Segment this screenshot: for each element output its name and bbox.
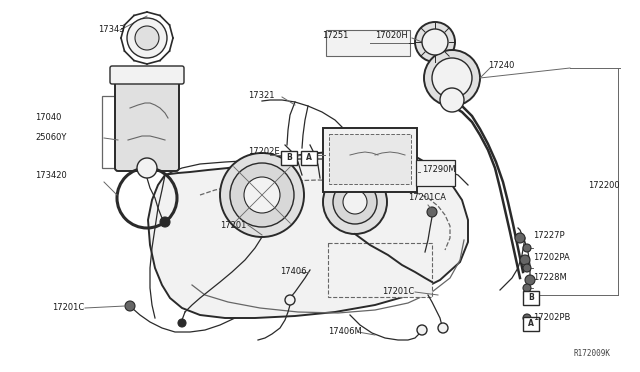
Circle shape bbox=[438, 323, 448, 333]
Text: 17201C: 17201C bbox=[52, 304, 84, 312]
Circle shape bbox=[333, 180, 377, 224]
Text: A: A bbox=[528, 320, 534, 328]
Circle shape bbox=[523, 284, 531, 292]
Text: 17020H: 17020H bbox=[375, 31, 408, 39]
FancyBboxPatch shape bbox=[301, 151, 317, 165]
Circle shape bbox=[220, 153, 304, 237]
Text: 17202E: 17202E bbox=[248, 148, 280, 157]
Text: B: B bbox=[286, 154, 292, 163]
Circle shape bbox=[127, 18, 167, 58]
Circle shape bbox=[417, 325, 427, 335]
Circle shape bbox=[432, 58, 472, 98]
Text: 17201: 17201 bbox=[220, 221, 246, 230]
Polygon shape bbox=[148, 150, 468, 318]
FancyBboxPatch shape bbox=[115, 75, 179, 171]
Circle shape bbox=[424, 50, 480, 106]
Circle shape bbox=[515, 233, 525, 243]
Circle shape bbox=[323, 170, 387, 234]
Text: 17321: 17321 bbox=[248, 90, 275, 99]
FancyBboxPatch shape bbox=[416, 160, 455, 186]
Text: 17406M: 17406M bbox=[328, 327, 362, 337]
Text: 17240: 17240 bbox=[488, 61, 515, 70]
Text: A: A bbox=[306, 154, 312, 163]
Text: 17202PA: 17202PA bbox=[533, 253, 570, 263]
FancyBboxPatch shape bbox=[523, 291, 539, 305]
FancyBboxPatch shape bbox=[329, 134, 411, 184]
Circle shape bbox=[137, 158, 157, 178]
Text: 17201CA: 17201CA bbox=[408, 193, 446, 202]
Text: 17343: 17343 bbox=[98, 26, 125, 35]
FancyBboxPatch shape bbox=[323, 128, 417, 192]
Circle shape bbox=[178, 319, 186, 327]
Text: 17202PB: 17202PB bbox=[533, 314, 570, 323]
FancyBboxPatch shape bbox=[523, 317, 539, 331]
FancyBboxPatch shape bbox=[110, 66, 184, 84]
Circle shape bbox=[440, 88, 464, 112]
Circle shape bbox=[415, 22, 455, 62]
Text: 25060Y: 25060Y bbox=[35, 134, 67, 142]
Circle shape bbox=[343, 190, 367, 214]
Text: B: B bbox=[528, 294, 534, 302]
Text: 17040: 17040 bbox=[35, 113, 61, 122]
FancyBboxPatch shape bbox=[328, 243, 432, 297]
Circle shape bbox=[523, 264, 531, 272]
Text: 17227P: 17227P bbox=[533, 231, 564, 240]
Circle shape bbox=[523, 314, 531, 322]
Circle shape bbox=[160, 217, 170, 227]
Circle shape bbox=[427, 207, 437, 217]
Circle shape bbox=[422, 29, 448, 55]
Circle shape bbox=[125, 301, 135, 311]
Circle shape bbox=[525, 275, 535, 285]
Circle shape bbox=[520, 255, 530, 265]
Text: 17201C: 17201C bbox=[382, 288, 414, 296]
Circle shape bbox=[523, 244, 531, 252]
Text: 172200: 172200 bbox=[588, 180, 620, 189]
Text: R172009K: R172009K bbox=[573, 349, 610, 358]
Text: 173420: 173420 bbox=[35, 170, 67, 180]
FancyBboxPatch shape bbox=[281, 151, 297, 165]
Text: 17290M: 17290M bbox=[422, 166, 456, 174]
FancyBboxPatch shape bbox=[326, 30, 410, 56]
Circle shape bbox=[230, 163, 294, 227]
Text: 17406: 17406 bbox=[280, 267, 307, 276]
Text: 17228M: 17228M bbox=[533, 273, 567, 282]
Circle shape bbox=[285, 295, 295, 305]
Circle shape bbox=[244, 177, 280, 213]
Text: 17251: 17251 bbox=[322, 31, 348, 39]
Circle shape bbox=[135, 26, 159, 50]
